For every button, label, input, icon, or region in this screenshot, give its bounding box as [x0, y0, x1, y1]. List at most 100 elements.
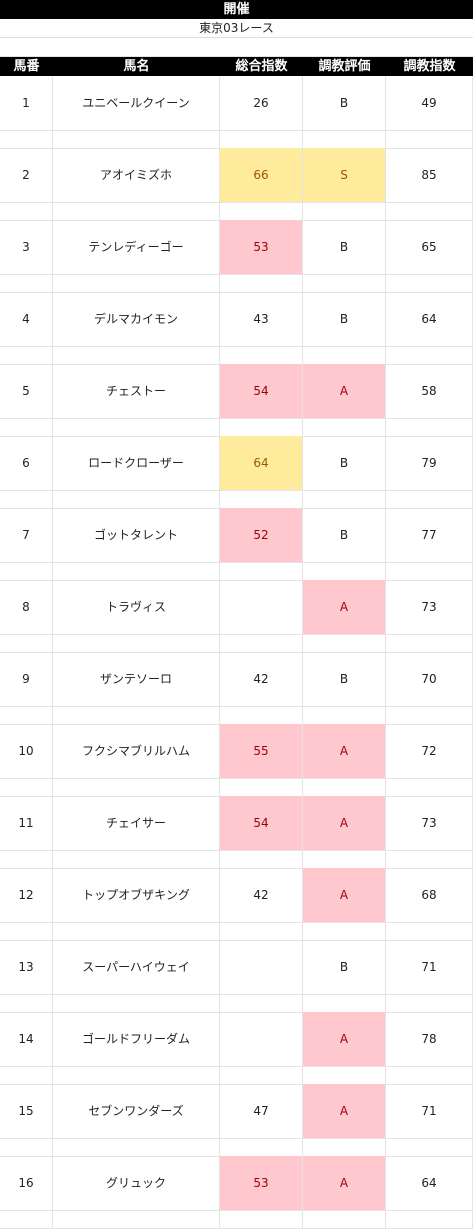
table-row: 13 スーパーハイウェイ B 71: [0, 940, 473, 1013]
horse-number-cell: 15: [0, 1084, 53, 1138]
gap-cell: [303, 347, 386, 364]
horse-name-cell: チェイサー: [53, 796, 220, 850]
row-cells: 15 セブンワンダーズ 47 A 71: [0, 1084, 473, 1138]
row-gap: [0, 850, 473, 869]
gap-cell: [303, 491, 386, 508]
training-index-cell: 49: [386, 76, 473, 130]
gap-cell: [220, 1211, 303, 1228]
training-index-cell: 64: [386, 1156, 473, 1210]
row-gap: [0, 130, 473, 149]
training-eval-cell: A: [303, 1084, 386, 1138]
horse-number-cell: 2: [0, 148, 53, 202]
table-row: 10 フクシマブリルハム 55 A 72: [0, 724, 473, 797]
training-eval-cell: B: [303, 220, 386, 274]
gap-cell: [220, 1067, 303, 1084]
gap-cell: [53, 779, 220, 796]
table-row: 12 トップオブザキング 42 A 68: [0, 868, 473, 941]
table-row: 16 グリュック 53 A 64: [0, 1156, 473, 1229]
total-index-cell: 53: [220, 1156, 303, 1210]
gap-cell: [0, 1139, 53, 1156]
gap-cell: [220, 779, 303, 796]
horse-number-cell: 5: [0, 364, 53, 418]
total-index-cell: [220, 1012, 303, 1066]
total-index-cell: 53: [220, 220, 303, 274]
training-index-cell: 79: [386, 436, 473, 490]
gap-cell: [0, 635, 53, 652]
table-row: 7 ゴットタレント 52 B 77: [0, 508, 473, 581]
gap-cell: [220, 995, 303, 1012]
row-cells: 5 チェストー 54 A 58: [0, 364, 473, 418]
horse-number-cell: 16: [0, 1156, 53, 1210]
gap-cell: [53, 1139, 220, 1156]
gap-cell: [386, 203, 473, 220]
table-row: 9 ザンテソーロ 42 B 70: [0, 652, 473, 725]
table-row: 1 ユニベールクイーン 26 B 49: [0, 76, 473, 149]
gap-cell: [220, 923, 303, 940]
table-row: 14 ゴールドフリーダム A 78: [0, 1012, 473, 1085]
gap-cell: [220, 491, 303, 508]
row-cells: 14 ゴールドフリーダム A 78: [0, 1012, 473, 1066]
row-gap: [0, 778, 473, 797]
horse-name-cell: チェストー: [53, 364, 220, 418]
gap-cell: [220, 635, 303, 652]
gap-cell: [386, 419, 473, 436]
gap-cell: [303, 131, 386, 148]
gap-cell: [386, 1139, 473, 1156]
row-cells: 4 デルマカイモン 43 B 64: [0, 292, 473, 346]
horse-number-cell: 13: [0, 940, 53, 994]
gap-cell: [53, 131, 220, 148]
row-cells: 11 チェイサー 54 A 73: [0, 796, 473, 850]
gap-cell: [386, 635, 473, 652]
gap-cell: [0, 563, 53, 580]
row-cells: 6 ロードクローザー 64 B 79: [0, 436, 473, 490]
race-label: 東京03レース: [0, 19, 473, 38]
header-total-index: 総合指数: [235, 59, 288, 74]
table-row: 4 デルマカイモン 43 B 64: [0, 292, 473, 365]
training-eval-cell: A: [303, 868, 386, 922]
gap-cell: [53, 347, 220, 364]
horse-number-cell: 4: [0, 292, 53, 346]
training-index-cell: 71: [386, 1084, 473, 1138]
training-eval-cell: B: [303, 76, 386, 130]
row-gap: [0, 994, 473, 1013]
training-index-cell: 72: [386, 724, 473, 778]
header-training-eval: 調教評価: [318, 59, 371, 74]
gap-cell: [220, 419, 303, 436]
horse-name-cell: ゴールドフリーダム: [53, 1012, 220, 1066]
training-eval-cell: A: [303, 1012, 386, 1066]
gap-cell: [0, 347, 53, 364]
row-cells: 8 トラヴィス A 73: [0, 580, 473, 634]
table-row: 5 チェストー 54 A 58: [0, 364, 473, 437]
gap-cell: [0, 779, 53, 796]
horse-number-cell: 1: [0, 76, 53, 130]
training-eval-cell: S: [303, 148, 386, 202]
horse-name-cell: トップオブザキング: [53, 868, 220, 922]
total-index-cell: [220, 580, 303, 634]
training-index-cell: 70: [386, 652, 473, 706]
gap-cell: [220, 563, 303, 580]
total-index-cell: 54: [220, 364, 303, 418]
gap-cell: [53, 707, 220, 724]
gap-cell: [53, 635, 220, 652]
gap-cell: [386, 779, 473, 796]
gap-cell: [303, 779, 386, 796]
row-gap: [0, 634, 473, 653]
gap-cell: [53, 1067, 220, 1084]
gap-cell: [303, 563, 386, 580]
horse-number-cell: 6: [0, 436, 53, 490]
horse-number-cell: 12: [0, 868, 53, 922]
gap-cell: [386, 1067, 473, 1084]
gap-cell: [0, 1211, 53, 1228]
training-eval-cell: A: [303, 580, 386, 634]
row-cells: 10 フクシマブリルハム 55 A 72: [0, 724, 473, 778]
gap-cell: [220, 203, 303, 220]
gap-cell: [303, 203, 386, 220]
row-gap: [0, 1066, 473, 1085]
horse-number-cell: 3: [0, 220, 53, 274]
training-index-cell: 64: [386, 292, 473, 346]
row-cells: 16 グリュック 53 A 64: [0, 1156, 473, 1210]
row-cells: 2 アオイミズホ 66 S 85: [0, 148, 473, 202]
total-index-cell: 66: [220, 148, 303, 202]
training-index-cell: 73: [386, 796, 473, 850]
